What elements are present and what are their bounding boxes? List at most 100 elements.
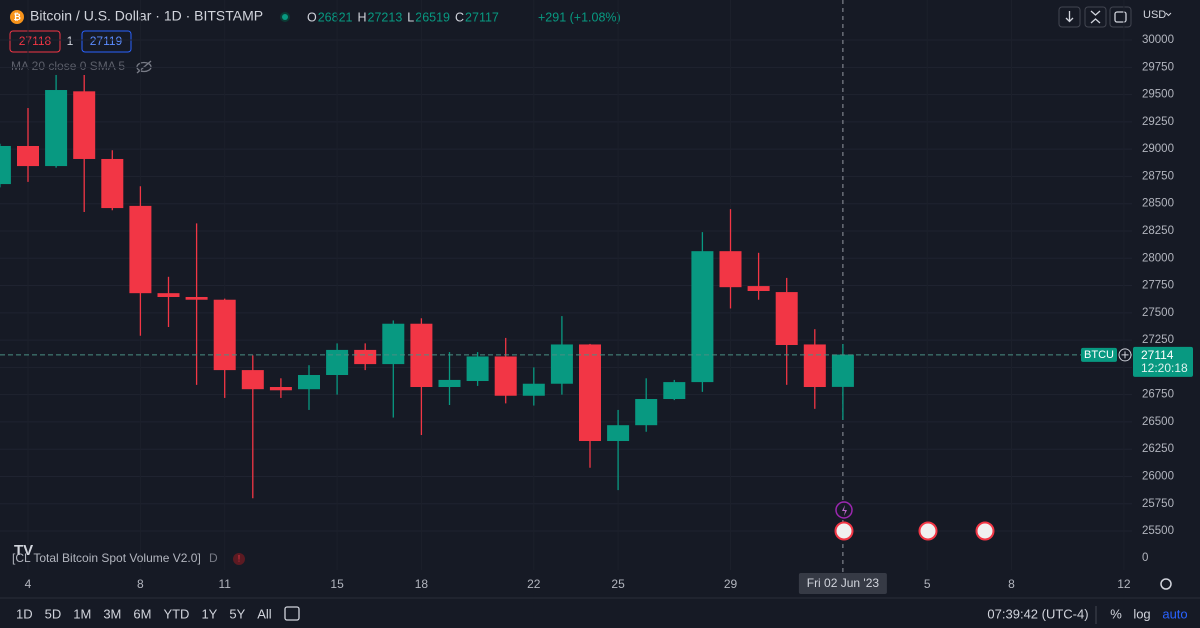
ohlc-key: C — [455, 10, 464, 24]
candle-body — [494, 356, 517, 396]
candle-body — [17, 145, 39, 167]
y-tick-label: 26250 — [1142, 443, 1174, 455]
candle-body — [101, 158, 124, 209]
x-tick-label: 12 — [1117, 577, 1131, 591]
candle-body — [831, 354, 854, 387]
y-tick-label: 28500 — [1142, 198, 1174, 210]
y-tick-label: 29750 — [1142, 61, 1174, 73]
y-tick-label: 30000 — [1142, 34, 1174, 46]
range-button[interactable]: 3M — [103, 606, 121, 621]
candle-body — [607, 425, 630, 442]
candle-body — [129, 205, 152, 294]
candle-body — [663, 382, 686, 400]
candle-body — [579, 344, 601, 442]
candle-body — [438, 379, 461, 388]
candle-body — [73, 91, 96, 159]
x-tick-label: 4 — [25, 577, 32, 591]
candle-body — [354, 349, 377, 365]
ohlc-key: O — [307, 10, 317, 24]
change: +291 (+1.08%) — [538, 10, 621, 24]
range-button[interactable]: 1D — [16, 606, 33, 621]
icon — [1065, 11, 1074, 23]
ohlc-legend: O 26821 H 27213 L 26519 C 27117 — [307, 10, 499, 24]
button[interactable] — [1084, 6, 1107, 28]
ohlc-key: L — [407, 10, 414, 24]
volume-tick-label: 0 — [1142, 552, 1148, 564]
y-tick-label: 26000 — [1142, 471, 1174, 483]
x-tick-label: 15 — [330, 577, 344, 591]
button[interactable] — [1058, 6, 1081, 28]
candle-body — [326, 349, 349, 376]
y-tick-label: 27250 — [1142, 334, 1174, 346]
y-tick-label: 27750 — [1142, 280, 1174, 292]
range-button[interactable]: 5D — [45, 606, 62, 621]
bid-box[interactable] — [9, 30, 61, 53]
candle-body — [157, 293, 180, 297]
bitcoin-icon — [10, 10, 24, 24]
range-button[interactable]: All — [257, 606, 272, 621]
event-flag[interactable] — [975, 521, 995, 541]
candle-body — [410, 323, 433, 388]
range-bar: 1D 5D 1M 3M 6M YTD 1Y 5Y All — [16, 606, 272, 621]
y-tick-label: 29500 — [1142, 89, 1174, 101]
candle-body — [775, 292, 798, 346]
calendar-icon[interactable] — [284, 606, 300, 621]
range-button[interactable]: 6M — [133, 606, 151, 621]
range-button[interactable]: 1Y — [201, 606, 217, 621]
candle-body — [691, 251, 714, 383]
currency[interactable]: USD — [1143, 9, 1166, 21]
x-tick-label: 8 — [137, 577, 144, 591]
percent-toggle[interactable]: % — [1110, 606, 1122, 621]
x-tick-label: 22 — [527, 577, 541, 591]
button[interactable] — [1109, 6, 1132, 28]
clock: 07:39:42 (UTC-4) — [987, 606, 1088, 621]
x-tick-label: 5 — [924, 577, 931, 591]
range-button[interactable]: 5Y — [229, 606, 245, 621]
candle-body — [522, 383, 545, 396]
event-flag[interactable] — [834, 521, 854, 541]
tv-logo: TV — [14, 542, 33, 559]
icon — [1114, 11, 1127, 23]
candle-body — [466, 356, 489, 382]
icon — [1090, 10, 1101, 24]
error-glyph: ! — [238, 553, 241, 563]
volume-title: [CL Total Bitcoin Spot Volume V2.0] — [12, 551, 201, 565]
x-tick-label: 18 — [415, 577, 429, 591]
ask-box[interactable] — [81, 30, 132, 53]
y-tick-label: 26750 — [1142, 389, 1174, 401]
volume-flag: D — [209, 551, 218, 565]
event-flag[interactable] — [918, 521, 938, 541]
candle-body — [213, 299, 236, 371]
settings-icon[interactable] — [1160, 578, 1172, 590]
market-status-dot — [282, 14, 288, 20]
y-tick-label: 28750 — [1142, 170, 1174, 182]
crosshair-date: Fri 02 Jun '23 — [807, 576, 880, 590]
candle-body — [635, 399, 658, 426]
ask: 27119 — [90, 34, 123, 48]
y-tick-label: 26500 — [1142, 416, 1174, 428]
bitcoin-icon-glyph: ₿ — [14, 12, 21, 22]
spread: 1 — [67, 34, 74, 48]
auto-toggle[interactable]: auto — [1162, 606, 1187, 621]
candle-body — [0, 145, 11, 185]
log-toggle[interactable]: log — [1133, 606, 1150, 621]
y-tick-label: 27500 — [1142, 307, 1174, 319]
ohlc-value: 26519 — [415, 10, 450, 24]
y-tick-label: 29250 — [1142, 116, 1174, 128]
range-button[interactable]: YTD — [163, 606, 189, 621]
ohlc-value: 26821 — [318, 10, 353, 24]
candle-body — [803, 344, 826, 388]
range-button[interactable]: 1M — [73, 606, 91, 621]
error-icon[interactable] — [233, 553, 245, 565]
indicator-label: MA 20 close 0 SMA 5 — [11, 59, 125, 73]
x-tick-label: 11 — [218, 577, 231, 591]
events — [834, 501, 995, 541]
y-tick-label: 28000 — [1142, 252, 1174, 264]
candle-body — [269, 387, 292, 391]
candle-body — [719, 251, 742, 288]
y-tick-label: 25500 — [1142, 525, 1174, 537]
candle-body — [45, 90, 68, 167]
x-tick-label: 29 — [724, 577, 738, 591]
event-glyph — [842, 505, 847, 516]
